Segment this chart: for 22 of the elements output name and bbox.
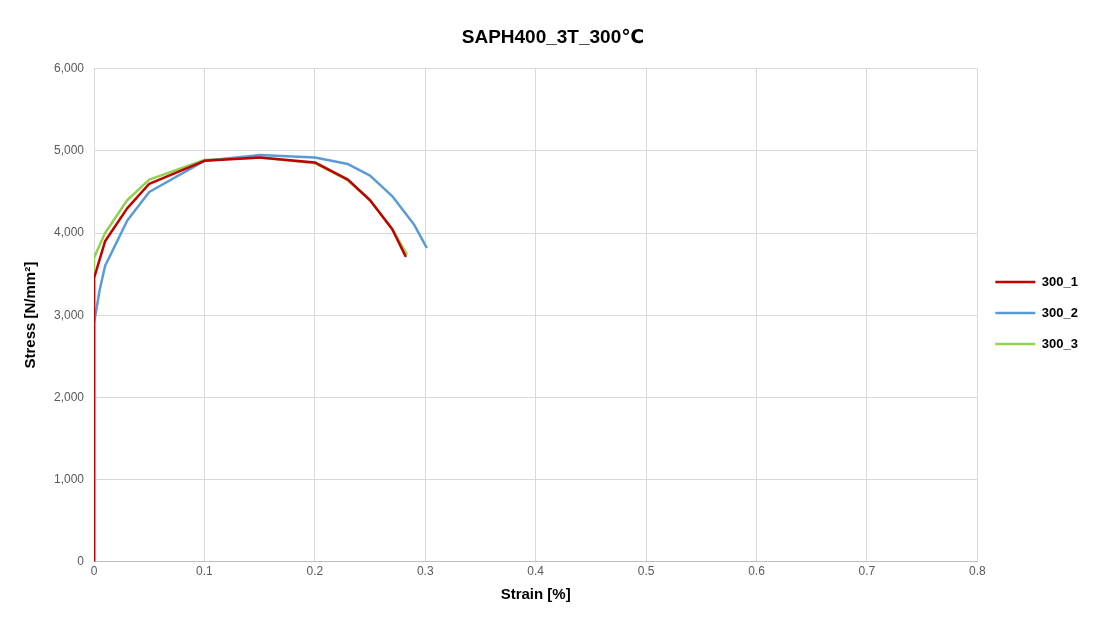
x-tick-label: 0.5: [637, 564, 655, 579]
x-tick-label: 0.4: [527, 564, 545, 579]
legend-label: 300_3: [1041, 335, 1079, 351]
y-tick-label: 5,000: [54, 143, 85, 158]
x-tick-label: 0.3: [416, 564, 434, 579]
y-tick-label: 1,000: [54, 471, 85, 486]
x-tick-label: 0.6: [748, 564, 766, 579]
y-tick-label: 6,000: [54, 61, 85, 76]
x-tick-label: 0: [90, 564, 98, 579]
legend-label: 300_2: [1041, 304, 1079, 320]
x-tick-label: 0.8: [969, 564, 987, 579]
y-tick-label: 4,000: [54, 225, 85, 240]
x-tick-label: 0.2: [306, 564, 324, 579]
legend-label: 300_1: [1041, 273, 1079, 289]
chart-title: SAPH400_3T_300℃: [461, 25, 645, 47]
y-axis-title: Stress [N/mm²]: [21, 261, 39, 369]
x-tick-label: 0.1: [196, 564, 214, 579]
x-axis-title: Strain [%]: [500, 585, 571, 603]
x-tick-label: 0.7: [858, 564, 876, 579]
y-tick-label: 2,000: [54, 389, 85, 404]
y-tick-label: 0: [77, 553, 85, 568]
y-tick-label: 3,000: [54, 307, 85, 322]
